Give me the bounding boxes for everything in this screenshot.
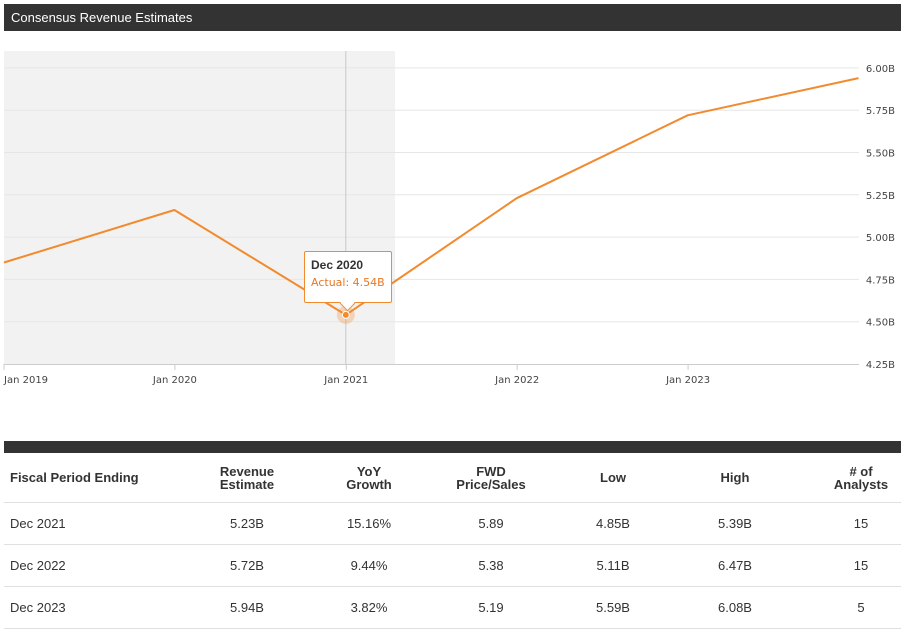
y-tick-label: 4.25B [866,360,895,371]
cell-analysts: 15 [821,544,901,587]
table-header-row: Fiscal Period Ending Revenue Estimate YoY… [4,453,901,503]
revenue-series-line [3,77,859,316]
table-row: Dec 2021 5.23B 15.16% 5.89 4.85B 5.39B 1… [4,502,901,545]
y-tick-label: 6.00B [866,64,895,75]
cell-fiscal-period: Dec 2023 [4,586,161,629]
tooltip-value: Actual: 4.54B [311,276,385,289]
table-row: Dec 2023 5.94B 3.82% 5.19 5.59B 6.08B 5 [4,586,901,629]
col-header-fwd-price-sales: FWD Price/Sales [405,453,577,503]
cell-fwd-price-sales: 5.38 [405,544,577,587]
revenue-chart[interactable]: 4.25B 4.50B 4.75B 5.00B 5.25B 5.50B 5.75B 6.00B… [0,31,905,441]
y-tick-label: 5.75B [866,106,895,117]
cell-high: 6.47B [649,544,821,587]
table-row: Dec 2022 5.72B 9.44% 5.38 5.11B 6.47B 15 [4,544,901,587]
col-header-low: Low [577,453,649,503]
cell-low: 4.85B [577,502,649,545]
x-tick-label: Jan 2022 [494,375,539,386]
col-header-high: High [649,453,821,503]
y-tick-label: 5.50B [866,149,895,160]
hover-tooltip: Dec 2020 Actual: 4.54B [304,251,392,303]
cell-revenue-estimate: 5.23B [161,502,333,545]
cell-high: 5.39B [649,502,821,545]
x-tick-label: Jan 2019 [3,375,48,386]
cell-low: 5.59B [577,586,649,629]
cell-analysts: 5 [821,586,901,629]
header-bar: Consensus Revenue Estimates [4,4,901,31]
cell-fwd-price-sales: 5.89 [405,502,577,545]
y-tick-label: 5.25B [866,191,895,202]
y-tick-label: 4.75B [866,275,895,286]
cell-low: 5.11B [577,544,649,587]
cell-high: 6.08B [649,586,821,629]
actuals-shaded-region [4,51,395,364]
cell-analysts: 15 [821,502,901,545]
cell-fwd-price-sales: 5.19 [405,586,577,629]
x-tick-label: Jan 2021 [323,375,368,386]
tooltip-title: Dec 2020 [311,258,364,272]
cell-yoy-growth: 15.16% [333,502,405,545]
col-header-revenue-estimate: Revenue Estimate [161,453,333,503]
col-header-fiscal-period: Fiscal Period Ending [4,453,161,503]
x-tick-label: Jan 2020 [152,375,197,386]
col-header-yoy-growth: YoY Growth [333,453,405,503]
hover-point [341,310,350,319]
x-tick-label: Jan 2023 [665,375,710,386]
y-tick-label: 5.00B [866,233,895,244]
table-divider-bar [4,441,901,453]
estimates-table: Fiscal Period Ending Revenue Estimate YoY… [4,453,901,629]
col-header-analysts: # of Analysts [821,453,901,503]
cell-revenue-estimate: 5.94B [161,586,333,629]
cell-fiscal-period: Dec 2021 [4,502,161,545]
cell-fiscal-period: Dec 2022 [4,544,161,587]
cell-yoy-growth: 9.44% [333,544,405,587]
chart-title: Consensus Revenue Estimates [11,10,193,25]
cell-yoy-growth: 3.82% [333,586,405,629]
y-tick-label: 4.50B [866,318,895,329]
cell-revenue-estimate: 5.72B [161,544,333,587]
